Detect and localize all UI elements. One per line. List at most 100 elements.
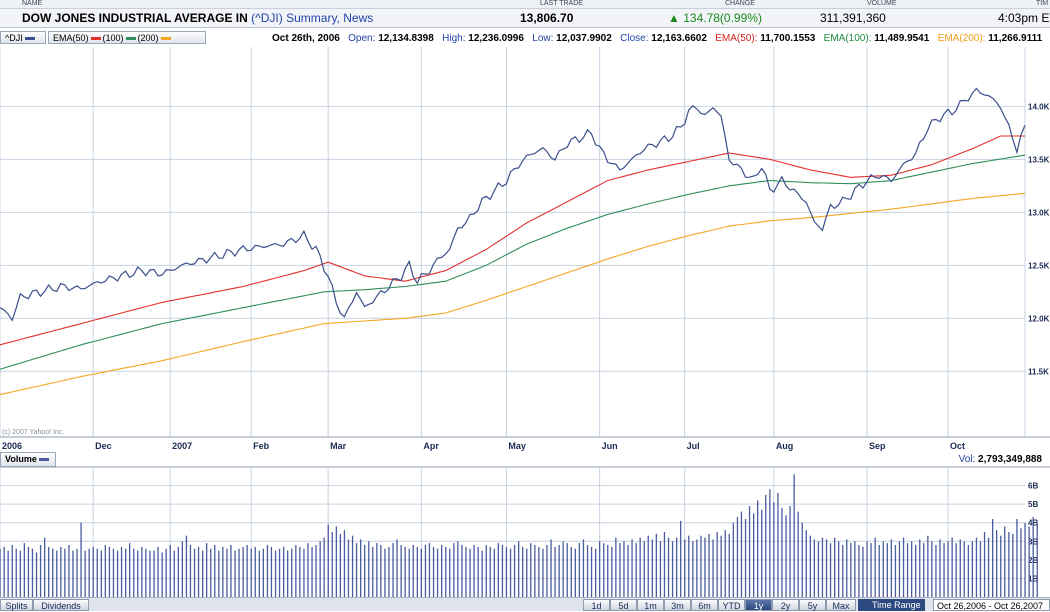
volume-bar	[1004, 526, 1006, 597]
x-tick-label: Dec	[95, 441, 112, 451]
quote-column-headers: NAME LAST TRADE CHANGE VOLUME TIM	[0, 0, 1050, 9]
volume-bar	[161, 552, 163, 597]
volume-bar	[813, 539, 815, 597]
ema200-swatch	[160, 37, 171, 41]
volume-bar	[987, 537, 990, 597]
volume-bar	[104, 545, 106, 597]
change-up-icon: ▲	[668, 11, 684, 25]
volume-bar	[1000, 535, 1002, 597]
volume-bar	[262, 548, 264, 597]
volume-bar	[894, 545, 897, 597]
series-line-ema50	[0, 135, 1025, 346]
volume-bar	[801, 522, 803, 597]
change-text: 134.78(0.99%)	[683, 11, 762, 25]
range-button-5d[interactable]: 5d	[610, 599, 637, 611]
range-button-6m[interactable]: 6m	[691, 599, 718, 611]
volume-bar	[88, 548, 90, 597]
change-value: ▲ 134.78(0.99%)	[668, 9, 762, 27]
volume-bar	[497, 543, 499, 597]
volume-bar	[744, 519, 747, 597]
volume-bar	[951, 537, 953, 597]
last-trade-value: 13,806.70	[520, 11, 574, 25]
ema100-swatch	[125, 37, 136, 41]
symbol-legend-tag[interactable]: ^DJI	[0, 31, 46, 44]
volume-bar	[513, 545, 516, 597]
range-button-1d[interactable]: 1d	[583, 599, 610, 611]
volume-bar	[975, 537, 978, 597]
volume-bar	[765, 494, 767, 597]
volume-bar	[647, 535, 649, 597]
volume-bar	[137, 550, 139, 597]
chart-area[interactable]: 2006 Dec 2007 Feb Mar Apr May Jun Jul Aug Sep Oct 11…	[0, 47, 1050, 597]
dividends-button[interactable]: Dividends	[33, 599, 89, 611]
splits-button[interactable]: Splits	[0, 599, 33, 611]
volume-bar	[878, 545, 880, 597]
volume-bar	[1008, 532, 1010, 597]
col-change-header: CHANGE	[725, 0, 755, 7]
volume-bar	[39, 545, 42, 597]
volume-bar	[153, 550, 155, 597]
range-button-5y[interactable]: 5y	[799, 599, 826, 611]
volume-bar	[96, 548, 98, 597]
series-line-price	[0, 87, 1026, 322]
volume-bar	[753, 513, 755, 597]
ema-legend-tag[interactable]: EMA(50) (100) (200)	[48, 31, 206, 44]
volume-bar	[842, 545, 844, 597]
volume-bar	[663, 532, 666, 597]
volume-bar	[586, 545, 589, 597]
volume-tick-label: 6B	[1028, 482, 1038, 491]
volume-bar	[84, 550, 86, 597]
volume-bar	[230, 545, 232, 597]
volume-bar	[141, 546, 143, 597]
volume-bar	[327, 524, 329, 597]
range-button-1m[interactable]: 1m	[637, 599, 664, 611]
volume-bar	[963, 541, 965, 597]
volume-bar	[31, 548, 34, 597]
time-range-value[interactable]: Oct 26,2006 - Oct 26,2007	[933, 599, 1050, 611]
volume-legend-label: Volume	[5, 454, 37, 464]
range-button-2y[interactable]: 2y	[772, 599, 799, 611]
volume-bar	[509, 548, 512, 597]
volume-bar	[607, 545, 609, 597]
time-value: 4:03pm ET	[998, 11, 1050, 25]
range-button-1y[interactable]: 1y	[745, 599, 772, 611]
time-range-label: Time Range	[858, 599, 925, 611]
volume-bar	[696, 539, 698, 597]
range-button-ytd[interactable]: YTD	[718, 599, 745, 611]
price-plot-bg	[0, 47, 1050, 437]
volume-bar	[242, 546, 244, 597]
volume-bar	[923, 543, 925, 597]
volume-bar	[189, 545, 192, 597]
volume-bar	[376, 543, 378, 597]
volume-bar	[100, 550, 102, 597]
range-button-3m[interactable]: 3m	[664, 599, 691, 611]
volume-bar	[805, 530, 807, 597]
volume-bar	[570, 546, 572, 597]
high-value: 12,236.0996	[468, 33, 524, 44]
open-label: Open:	[348, 33, 376, 44]
volume-bar	[56, 550, 58, 597]
volume-bar	[441, 545, 443, 597]
volume-bar	[392, 543, 394, 597]
volume-bar	[202, 550, 204, 597]
volume-bar	[129, 543, 131, 597]
volume-bar	[477, 546, 479, 597]
volume-bar	[708, 533, 710, 597]
volume-bar	[700, 535, 702, 597]
volume-legend-tag[interactable]: Volume	[0, 452, 56, 467]
volume-bar	[173, 550, 175, 597]
volume-bar	[874, 537, 876, 597]
volume-bar	[380, 545, 382, 597]
x-tick-label: Oct	[950, 441, 965, 451]
volume-bar	[684, 539, 686, 597]
volume-bar	[303, 548, 305, 597]
volume-bar	[1024, 522, 1026, 597]
range-button-max[interactable]: Max	[826, 599, 856, 611]
volume-bar	[680, 520, 682, 597]
volume-swatch	[38, 458, 49, 462]
quote-links[interactable]: Summary, News	[286, 11, 374, 25]
volume-bar	[1028, 526, 1030, 597]
volume-bar	[505, 546, 508, 597]
volume-bar	[821, 537, 824, 597]
volume-bar	[307, 543, 309, 597]
